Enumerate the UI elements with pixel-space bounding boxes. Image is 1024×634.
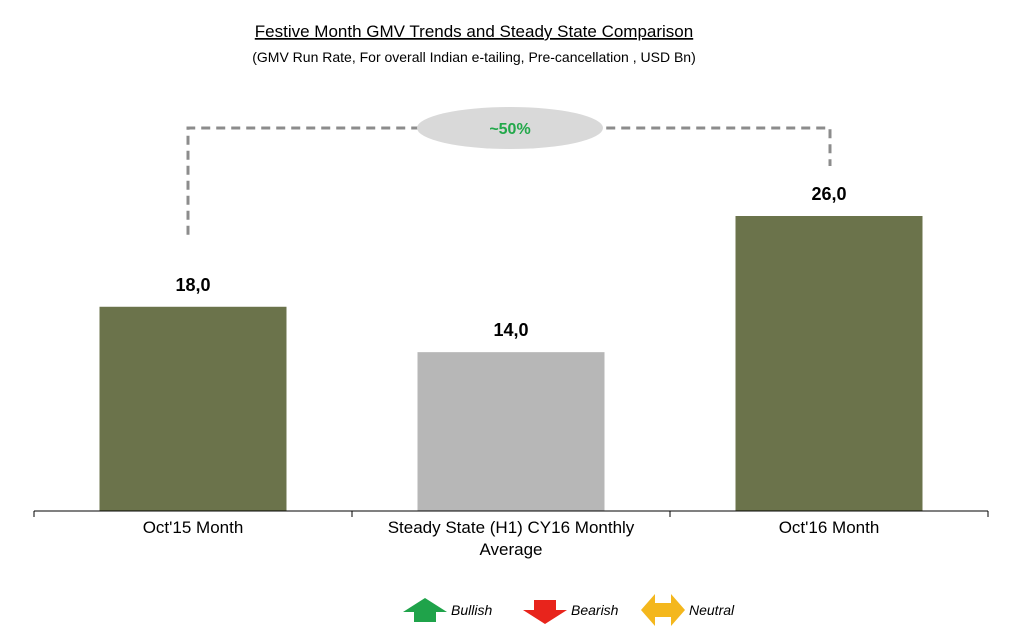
legend: Bullish Bearish Neutral (403, 594, 735, 626)
chart-subtitle: (GMV Run Rate, For overall Indian e-tail… (252, 49, 696, 65)
x-tick-label: Average (479, 540, 542, 559)
left-right-arrow-icon (641, 594, 685, 626)
x-tick-label: Steady State (H1) CY16 Monthly (388, 518, 635, 537)
x-axis: Oct'15 Month Steady State (H1) CY16 Month… (33, 510, 989, 559)
bar (99, 306, 287, 511)
data-label: 26,0 (811, 184, 846, 204)
bars: 18,0 14,0 26,0 (99, 184, 923, 511)
data-label: 18,0 (175, 275, 210, 295)
legend-label: Bullish (451, 602, 492, 618)
data-label: 14,0 (493, 320, 528, 340)
legend-label: Neutral (689, 602, 735, 618)
legend-label: Bearish (571, 602, 619, 618)
down-arrow-icon (523, 600, 567, 624)
chart-title: Festive Month GMV Trends and Steady Stat… (255, 22, 693, 41)
x-tick-label: Oct'16 Month (779, 518, 880, 537)
annotation-bubble (417, 107, 603, 149)
bar (417, 352, 605, 511)
growth-annotation: ~50% (186, 107, 832, 235)
bar (735, 216, 923, 511)
annotation-label: ~50% (489, 121, 530, 138)
x-tick-label: Oct'15 Month (143, 518, 244, 537)
up-arrow-icon (403, 598, 447, 622)
